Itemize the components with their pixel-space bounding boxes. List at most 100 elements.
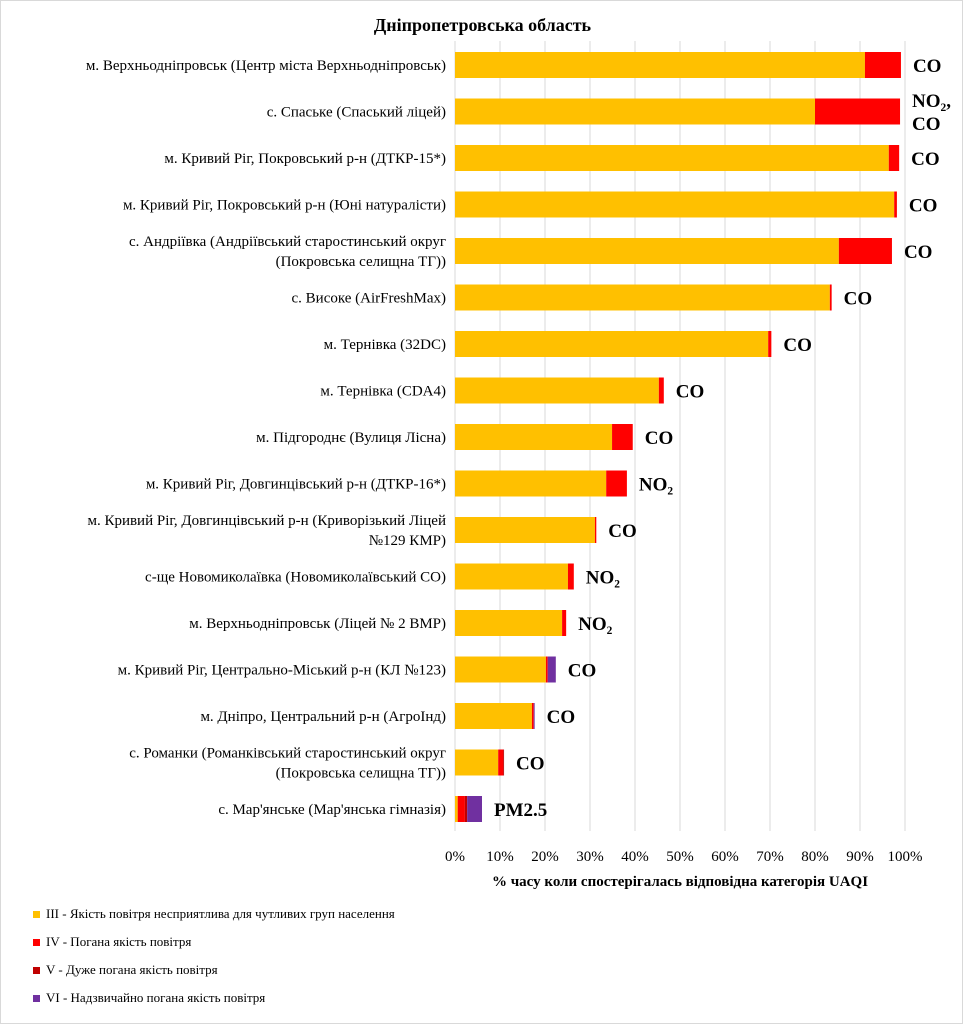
x-tick-label: 60%: [711, 849, 739, 865]
bar-segment: [606, 470, 627, 497]
legend-label: V - Дуже погана якість повітря: [46, 962, 218, 977]
pollutant-label: NO₂: [639, 475, 674, 496]
bar-segment: [455, 52, 865, 78]
pollutant-label: CO: [911, 149, 940, 170]
x-tick-label: 10%: [486, 849, 514, 865]
pollutant-label: CO: [909, 196, 938, 217]
pollutant-label: CO: [608, 521, 637, 542]
bar-segment: [864, 52, 901, 78]
category-label: м. Підгороднє (Вулиця Лісна): [256, 430, 446, 446]
category-label: м. Кривий Ріг, Довгинцівський р-н (ДТКР-…: [146, 477, 446, 493]
bar-segment: [815, 98, 901, 125]
bar-segment: [547, 656, 556, 683]
bar-segment: [545, 656, 548, 683]
bar-segment: [503, 749, 505, 776]
legend-item-iii: III - Якість повітря несприятлива для чу…: [33, 906, 395, 922]
category-label: м. Дніпро, Центральний р-н (АгроІнд): [200, 709, 446, 725]
pollutant-label: NO₂: [578, 614, 613, 635]
legend-swatch: [33, 966, 40, 974]
legend-item-iv: IV - Погана якість повітря: [33, 934, 191, 950]
category-label: с. Романки (Романківський старостинський…: [129, 746, 446, 762]
bar-segment: [455, 331, 769, 357]
bar-segment: [612, 424, 633, 450]
pollutant-label: CO: [913, 56, 942, 77]
bar-segment: [455, 238, 839, 264]
category-label: с. Мар'янське (Мар'янська гімназія): [218, 802, 446, 818]
bar-segment: [531, 703, 534, 729]
category-label: (Покровська селищна ТГ)): [276, 254, 446, 270]
bar-segment: [498, 749, 504, 776]
pollutant-label: CO: [783, 335, 812, 356]
legend-item-vi: VI - Надзвичайно погана якість повітря: [33, 990, 265, 1006]
pollutant-label: CO: [516, 754, 545, 775]
category-label: с. Високе (AirFreshMax): [292, 291, 446, 307]
category-label: м. Кривий Ріг, Покровський р-н (ДТКР-15*…: [164, 151, 446, 167]
x-tick-label: 20%: [531, 849, 559, 865]
pollutant-label: NO₂,: [912, 91, 951, 112]
bar-segment: [838, 238, 892, 264]
bar-segment: [455, 284, 830, 311]
pollutant-label: PM2.5: [494, 800, 547, 821]
bar-segment: [464, 796, 468, 822]
pollutant-label: CO: [645, 428, 674, 449]
bar-segment: [533, 703, 535, 729]
category-label: м. Тернівка (32DC): [324, 337, 446, 353]
x-tick-label: 90%: [846, 849, 874, 865]
bar-segment: [455, 656, 546, 683]
bar-segment: [658, 377, 664, 404]
category-label: м. Кривий Ріг, Центрально-Міський р-н (К…: [118, 663, 446, 679]
pollutant-label: CO: [568, 661, 597, 682]
legend-swatch: [33, 938, 40, 946]
bar-segment: [888, 145, 900, 171]
x-tick-label: 70%: [756, 849, 784, 865]
category-label: №129 КМР): [369, 533, 446, 549]
pollutant-label: CO: [912, 114, 941, 135]
pollutant-label: NO₂: [586, 568, 621, 589]
bar-segment: [594, 517, 597, 543]
pollutant-label: CO: [547, 707, 576, 728]
chart-title: Дніпропетровська область: [373, 15, 592, 35]
category-label: с-ще Новомиколаївка (Новомиколаївський С…: [145, 570, 446, 586]
category-label: м. Тернівка (CDA4): [320, 384, 446, 400]
legend-swatch: [33, 910, 40, 918]
x-tick-label: 80%: [801, 849, 829, 865]
bar-segment: [829, 284, 832, 311]
bar-segment: [455, 796, 458, 822]
category-label: м. Кривий Ріг, Покровський р-н (Юні нату…: [123, 198, 446, 214]
x-tick-label: 100%: [888, 849, 923, 865]
pollutant-label: CO: [904, 242, 933, 263]
category-label: м. Верхньодніпровськ (Центр міста Верхнь…: [86, 58, 446, 74]
bar-segment: [455, 749, 499, 776]
legend-swatch: [33, 994, 40, 1002]
bar-segment: [455, 610, 563, 636]
category-label: с. Спаське (Спаський ліцей): [267, 105, 446, 121]
x-tick-label: 30%: [576, 849, 604, 865]
bar-segment: [455, 517, 595, 543]
category-label: (Покровська селищна ТГ)): [276, 766, 446, 782]
bar-segment: [562, 610, 567, 636]
bar-segment: [455, 703, 532, 729]
legend-label: III - Якість повітря несприятлива для чу…: [46, 906, 395, 921]
bar-segment: [457, 796, 465, 822]
bar-segment: [455, 424, 613, 450]
category-label: с. Андріївка (Андріївський старостинськи…: [129, 234, 446, 250]
bar-segment: [455, 470, 607, 497]
category-label: м. Кривий Ріг, Довгинцівський р-н (Криво…: [87, 513, 446, 529]
bar-segment: [455, 377, 659, 404]
bar-segment: [467, 796, 482, 822]
bar-segment: [567, 563, 574, 590]
bar-segment: [894, 191, 897, 218]
x-axis-title: % часу коли спостерігалась відповідна ка…: [491, 874, 869, 890]
category-label: м. Верхньодніпровськ (Ліцей № 2 ВМР): [189, 616, 446, 632]
x-tick-label: 0%: [445, 849, 465, 865]
bar-segment: [455, 563, 568, 590]
legend-label: VI - Надзвичайно погана якість повітря: [46, 990, 266, 1005]
x-tick-label: 40%: [621, 849, 649, 865]
bar-segment: [455, 98, 815, 125]
pollutant-label: CO: [844, 289, 873, 310]
bar-segment: [768, 331, 772, 357]
pollutant-label: CO: [676, 382, 705, 403]
bar-segment: [455, 145, 889, 171]
